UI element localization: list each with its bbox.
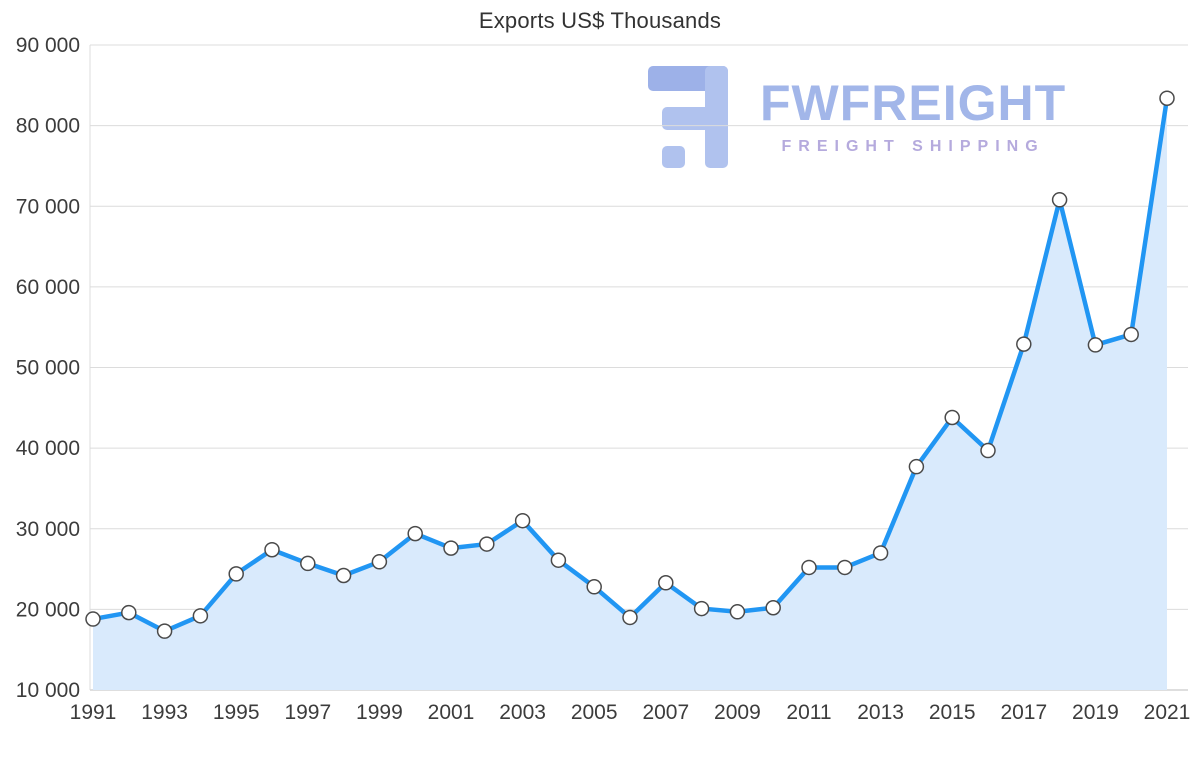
x-tick-label: 2021 bbox=[1144, 701, 1191, 724]
y-tick-label: 20 000 bbox=[16, 598, 80, 621]
x-tick-label: 2005 bbox=[571, 701, 618, 724]
data-point-marker bbox=[801, 559, 817, 576]
x-tick-label: 2015 bbox=[929, 701, 976, 724]
data-point-marker bbox=[1051, 192, 1068, 208]
data-point-marker bbox=[622, 609, 638, 626]
data-point-marker bbox=[1016, 336, 1032, 352]
data-point-marker bbox=[371, 554, 388, 570]
data-point-marker bbox=[837, 559, 853, 576]
y-tick-label: 80 000 bbox=[16, 115, 80, 138]
x-tick-label: 1993 bbox=[141, 701, 188, 724]
data-point-marker bbox=[264, 541, 280, 558]
data-point-marker bbox=[765, 600, 781, 616]
data-point-marker bbox=[944, 409, 960, 426]
watermark-brand: FWFREIGHT bbox=[760, 75, 1067, 131]
data-point-marker bbox=[228, 566, 244, 582]
y-tick-label: 90 000 bbox=[16, 34, 80, 57]
x-tick-label: 2001 bbox=[428, 701, 475, 724]
chart-title: Exports US$ Thousands bbox=[478, 8, 722, 33]
data-point-marker bbox=[443, 540, 459, 556]
data-point-marker bbox=[407, 525, 423, 542]
x-tick-label: 2009 bbox=[714, 701, 761, 724]
data-point-marker bbox=[192, 608, 209, 624]
data-point-marker bbox=[980, 442, 996, 459]
data-point-marker bbox=[300, 555, 316, 572]
data-point-marker bbox=[658, 575, 674, 591]
y-tick-label: 30 000 bbox=[16, 518, 80, 541]
data-point-marker bbox=[479, 536, 495, 552]
data-point-marker bbox=[1123, 326, 1139, 343]
data-point-marker bbox=[872, 545, 889, 561]
data-point-marker bbox=[85, 611, 101, 627]
x-tick-label: 2011 bbox=[786, 701, 831, 724]
x-tick-label: 2003 bbox=[499, 701, 546, 724]
data-point-marker bbox=[1087, 337, 1104, 353]
fwfreight-logo-icon bbox=[648, 66, 728, 168]
x-tick-label: 1991 bbox=[70, 701, 117, 724]
data-point-marker bbox=[121, 604, 137, 621]
data-point-marker bbox=[550, 552, 567, 568]
x-tick-label: 2007 bbox=[642, 701, 689, 724]
y-tick-label: 70 000 bbox=[16, 195, 80, 218]
data-point-marker bbox=[586, 579, 602, 595]
x-tick-label: 2013 bbox=[857, 701, 904, 724]
area-fill bbox=[93, 98, 1167, 690]
x-tick-label: 1997 bbox=[284, 701, 331, 724]
data-point-marker bbox=[1159, 90, 1175, 106]
data-point-marker bbox=[693, 600, 710, 617]
y-tick-label: 10 000 bbox=[16, 679, 80, 702]
watermark: FWFREIGHT FREIGHT SHIPPING bbox=[648, 62, 1066, 174]
watermark-tagline: FREIGHT SHIPPING bbox=[781, 138, 1045, 155]
x-tick-label: 2019 bbox=[1072, 701, 1119, 724]
x-tick-label: 1995 bbox=[213, 701, 260, 724]
data-point-marker bbox=[729, 604, 746, 620]
data-point-marker bbox=[335, 567, 352, 584]
y-tick-label: 40 000 bbox=[16, 437, 80, 460]
data-point-marker bbox=[908, 458, 925, 475]
y-tick-label: 60 000 bbox=[16, 276, 80, 299]
data-point-marker bbox=[514, 512, 531, 529]
data-point-marker bbox=[156, 623, 173, 639]
x-tick-label: 1999 bbox=[356, 701, 403, 724]
y-tick-label: 50 000 bbox=[16, 357, 80, 380]
x-tick-label: 2017 bbox=[1000, 701, 1047, 724]
